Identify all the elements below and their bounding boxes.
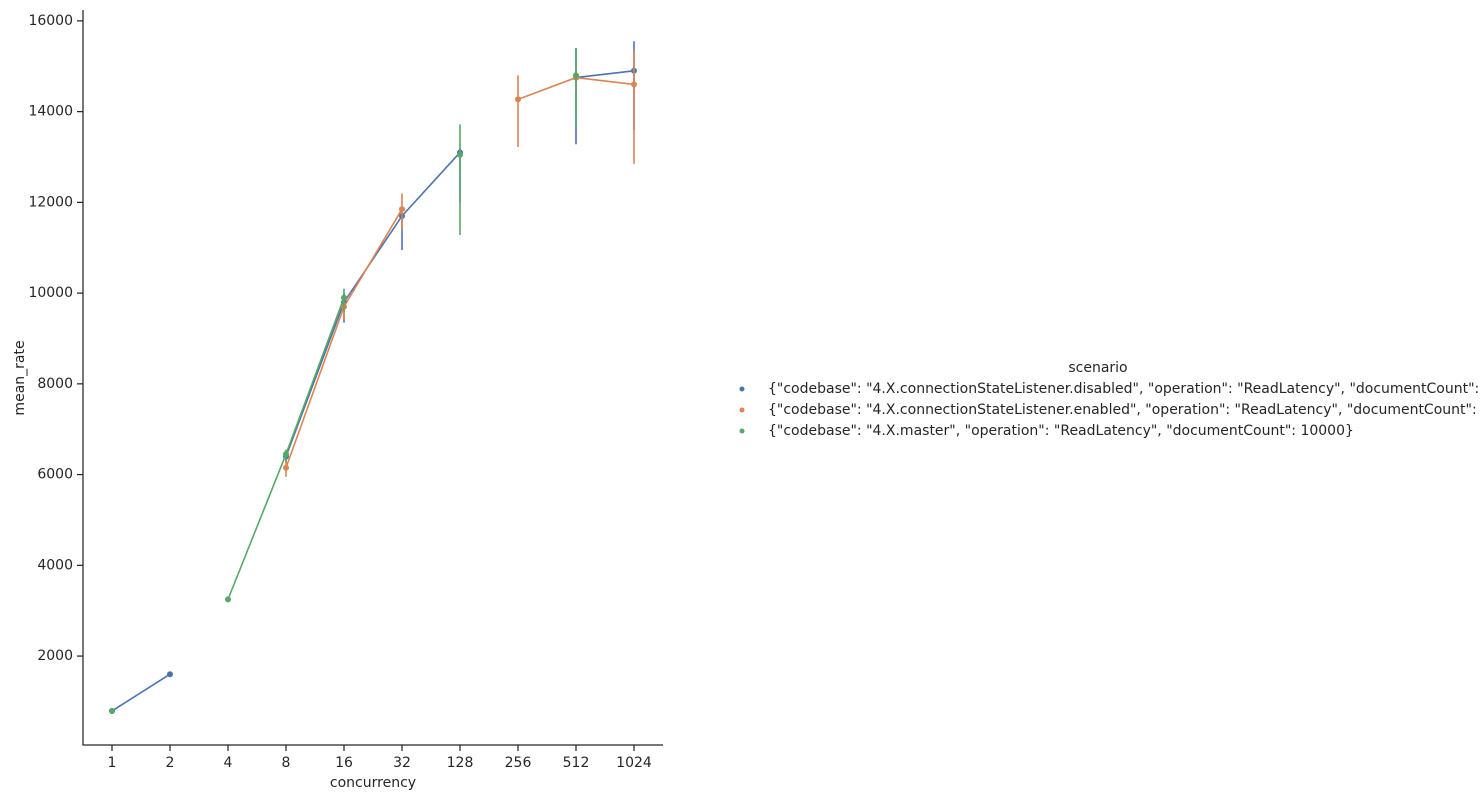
series-line [285, 208, 403, 469]
legend-title: scenario [1068, 360, 1127, 376]
point [457, 151, 463, 158]
series-line [285, 151, 461, 457]
series-line [111, 673, 171, 712]
x-tick-label: 8 [282, 755, 291, 771]
x-tick-label: 1 [108, 755, 117, 771]
point [573, 72, 579, 79]
y-tick-label: 16000 [28, 13, 73, 29]
y-tick-label: 8000 [37, 376, 73, 392]
x-tick-label: 2 [166, 755, 175, 771]
point [283, 464, 289, 471]
x-tick-label: 1024 [616, 755, 652, 771]
y-tick-label: 12000 [28, 194, 73, 210]
series-line [227, 297, 345, 600]
x-tick-label: 512 [563, 755, 590, 771]
series-line [575, 70, 635, 79]
x-tick-label: 32 [393, 755, 411, 771]
point [515, 96, 521, 103]
y-tick-label: 10000 [28, 285, 73, 301]
legend-label: {"codebase": "4.X.connectionStateListene… [768, 381, 1482, 397]
legend-label: {"codebase": "4.X.master", "operation": … [768, 423, 1354, 439]
point [631, 81, 637, 88]
x-tick-label: 256 [505, 755, 532, 771]
point [341, 294, 347, 301]
point [225, 596, 231, 603]
axes [82, 10, 663, 746]
y-tick-label: 6000 [37, 467, 73, 483]
legend-marker [739, 407, 745, 413]
point [109, 707, 115, 714]
point [399, 206, 405, 213]
x-axis-label: concurrency [330, 775, 416, 791]
x-tick-label: 4 [224, 755, 233, 771]
legend-marker [739, 428, 745, 434]
x-tick-label: 128 [447, 755, 474, 771]
legend-marker [739, 386, 745, 392]
y-tick-label: 2000 [37, 648, 73, 664]
y-tick-label: 4000 [37, 557, 73, 573]
x-tick-label: 16 [335, 755, 353, 771]
point [167, 671, 173, 678]
point [283, 451, 289, 458]
y-tick-label: 14000 [28, 104, 73, 120]
y-axis-label: mean_rate [12, 340, 28, 415]
legend-label: {"codebase": "4.X.connectionStateListene… [768, 402, 1482, 418]
